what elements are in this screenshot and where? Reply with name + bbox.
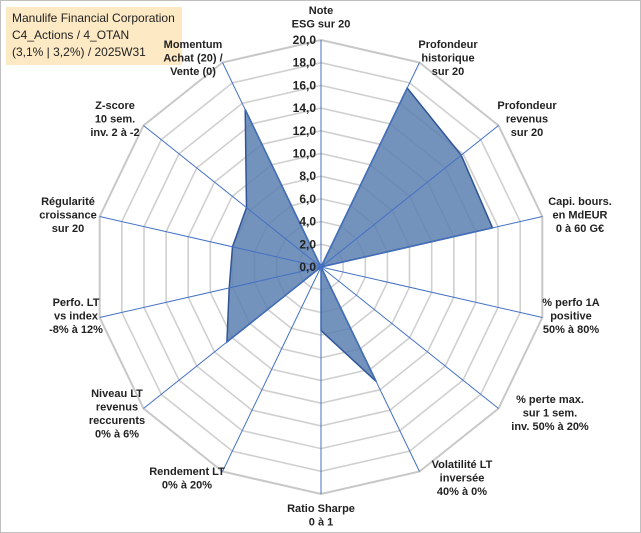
axis-spoke: [222, 266, 322, 472]
tick-label: 8,0: [299, 169, 316, 183]
axis-label-line: historique: [421, 53, 474, 65]
axis-label: Capi. bours. en MdEUR 0 à 60 G€: [548, 196, 612, 235]
axis-label: % perfo 1A positive 50% à 80%: [542, 297, 600, 336]
axis-spoke: [320, 266, 499, 409]
axis-label: Profondeur revenus sur 20: [497, 100, 557, 139]
axis-label-line: inv. 2 à -2: [90, 127, 139, 139]
axis-label: Régularité croissance sur 20: [39, 196, 96, 235]
axis-spoke: [320, 125, 499, 268]
axis-label-line: Profondeur: [497, 100, 557, 112]
axis-label-line: 0% à 20%: [162, 480, 212, 492]
period-info: (3,1% | 3,2%) / 2025W31: [12, 45, 146, 59]
axis-label-line: reccurents: [89, 415, 145, 427]
axis-label-line: Vente (0): [170, 66, 216, 78]
axis-label-line: Capi. bours.: [548, 196, 612, 208]
tick-label: 14,0: [293, 101, 317, 115]
axis-label-line: Note: [309, 5, 333, 17]
tick-label: 0,0: [299, 260, 316, 274]
tick-label: 12,0: [293, 124, 317, 138]
axis-spoke: [99, 216, 322, 268]
axis-label-line: Profondeur: [418, 39, 478, 51]
axis-label-line: Achat (20) /: [163, 53, 222, 65]
tick-label: 6,0: [299, 192, 316, 206]
axis-label-line: revenus: [96, 402, 138, 414]
axis-label-line: 40% à 0%: [437, 486, 487, 498]
axis-spoke: [320, 266, 543, 318]
axis-label-line: Rendement LT: [149, 466, 225, 478]
axis-label-line: Niveau LT: [91, 388, 143, 400]
axis-label-line: Momentum: [164, 39, 223, 51]
axis-label-line: 50% à 80%: [543, 324, 599, 336]
axis-label: Niveau LT revenus reccurents 0% à 6%: [89, 388, 145, 441]
axis-label: Z-score 10 sem. inv. 2 à -2: [90, 100, 139, 139]
axis-label-line: 0 à 60 G€: [556, 223, 604, 235]
axis-label: Rendement LT 0% à 20%: [149, 466, 225, 492]
axis-label: Perfo. LT vs index -8% à 12%: [49, 297, 103, 336]
axis-label-line: Ratio Sharpe: [287, 503, 355, 515]
axis-label: Ratio Sharpe 0 à 1: [287, 503, 355, 529]
axis-label-line: positive: [550, 311, 592, 323]
axis-label-line: Z-score: [95, 100, 135, 112]
axis-label: % perte max. sur 1 sem. inv. 50% à 20%: [511, 394, 589, 433]
axis-spoke: [143, 125, 322, 268]
radar-spokes: [99, 40, 543, 494]
tick-label: 10,0: [293, 147, 317, 161]
tick-label: 16,0: [293, 78, 317, 92]
axis-label-line: inversée: [440, 473, 485, 485]
axis-label-line: inv. 50% à 20%: [511, 421, 589, 433]
axis-label-line: en MdEUR: [553, 210, 608, 222]
axis-label-line: % perfo 1A: [542, 297, 600, 309]
tick-label: 4,0: [299, 215, 316, 229]
axis-label-line: sur 1 sem.: [523, 408, 577, 420]
axis-label-line: Perfo. LT: [53, 297, 100, 309]
axis-label-line: croissance: [39, 210, 96, 222]
axis-label-line: ESG sur 20: [292, 19, 351, 31]
axis-spoke: [99, 266, 322, 318]
axis-label-line: sur 20: [432, 66, 464, 78]
axis-label-line: sur 20: [52, 223, 84, 235]
axis-label: Momentum Achat (20) / Vente (0): [163, 39, 222, 78]
axis-label: Note ESG sur 20: [292, 5, 351, 31]
axis-label-line: vs index: [54, 311, 99, 323]
axis-spoke: [222, 62, 322, 268]
tick-label: 20,0: [293, 33, 317, 47]
axis-label: Profondeur historique sur 20: [418, 39, 478, 78]
axis-spoke: [143, 266, 322, 409]
axis-label-line: -8% à 12%: [49, 324, 103, 336]
tick-label: 2,0: [299, 237, 316, 251]
axis-label-line: sur 20: [511, 127, 543, 139]
axis-spoke: [320, 266, 420, 472]
axis-label-line: Volatilité LT: [432, 459, 493, 471]
chart-title-box: Manulife Financial Corporation C4_Action…: [6, 7, 182, 65]
axis-label: Volatilité LT inversée 40% à 0%: [432, 459, 493, 498]
axis-label-line: % perte max.: [516, 394, 584, 406]
axis-label-line: Régularité: [41, 196, 95, 208]
axis-label-line: 0 à 1: [309, 517, 333, 529]
axis-label-line: 10 sem.: [95, 114, 135, 126]
axis-spoke: [320, 62, 420, 268]
axis-spoke: [320, 216, 543, 268]
company-name: Manulife Financial Corporation: [12, 11, 175, 25]
portfolio-path: C4_Actions / 4_OTAN: [12, 28, 130, 42]
axis-label-line: 0% à 6%: [95, 429, 139, 441]
axis-label-line: revenus: [506, 114, 548, 126]
tick-label: 18,0: [293, 56, 317, 70]
